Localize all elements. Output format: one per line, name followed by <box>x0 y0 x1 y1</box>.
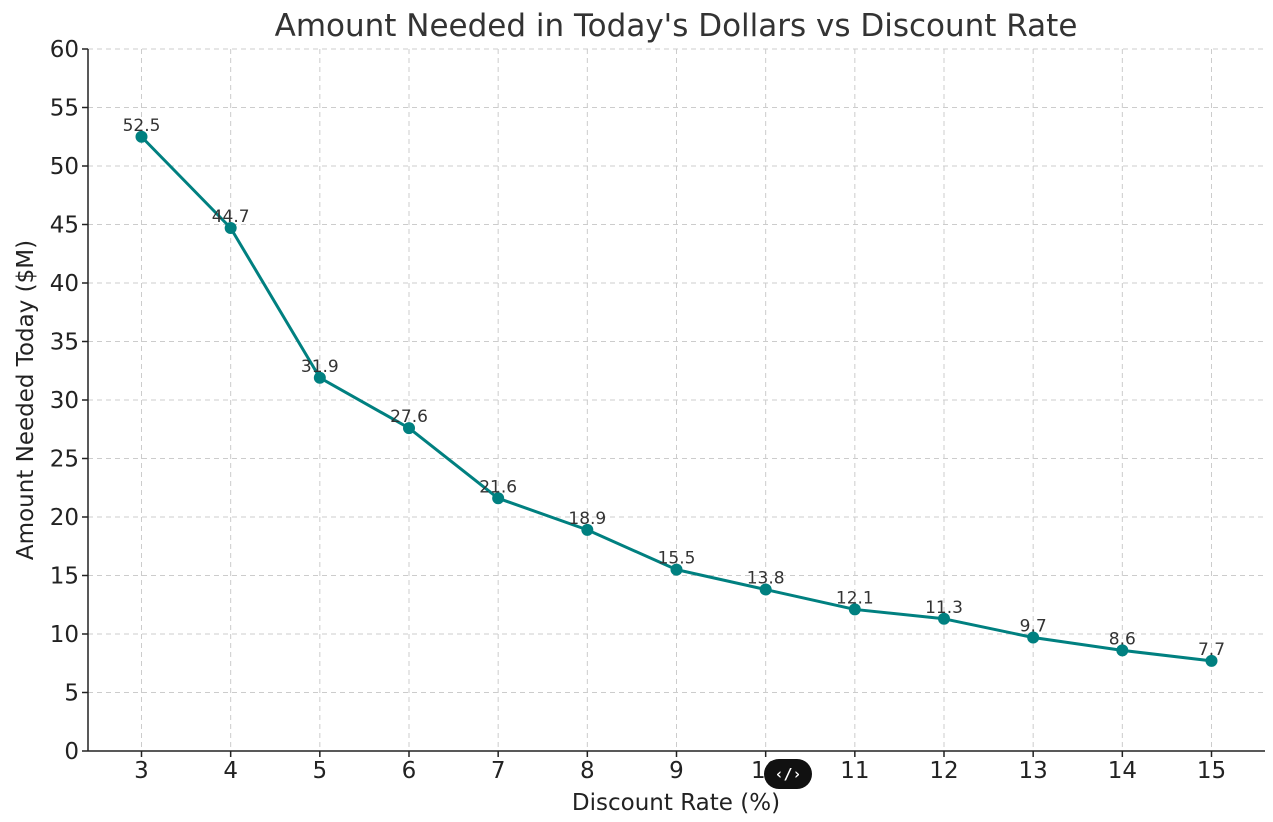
series <box>135 130 1218 667</box>
y-tick-label: 60 <box>50 37 79 63</box>
x-tick-label: 12 <box>929 758 958 784</box>
data-label: 12.1 <box>836 588 874 608</box>
code-badge[interactable]: ‹/› <box>764 759 812 789</box>
y-axis-title: Amount Needed Today ($M) <box>13 240 39 560</box>
data-label: 52.5 <box>123 116 161 136</box>
y-tick-label: 35 <box>50 330 79 356</box>
data-label: 27.6 <box>390 407 428 427</box>
data-point <box>1205 654 1218 667</box>
data-point <box>848 603 861 616</box>
data-point <box>759 583 772 596</box>
x-tick-label: 4 <box>223 758 238 784</box>
x-tick-label: 8 <box>580 758 595 784</box>
y-ticks: 0 5 10 15 20 25 30 35 40 45 50 55 60 <box>50 37 88 765</box>
x-tick-label: 3 <box>134 758 149 784</box>
x-tick-label: 9 <box>669 758 684 784</box>
chart-title: Amount Needed in Today's Dollars vs Disc… <box>275 8 1078 44</box>
data-point <box>1027 631 1040 644</box>
data-point <box>135 130 148 143</box>
data-point <box>313 371 326 384</box>
y-tick-label: 55 <box>50 96 79 122</box>
data-point <box>1116 644 1129 657</box>
y-tick-label: 25 <box>50 447 79 473</box>
data-point <box>403 422 415 435</box>
y-tick-label: 5 <box>64 681 79 707</box>
y-tick-label: 45 <box>50 213 79 239</box>
data-labels: 52.5 44.7 31.9 27.6 21.6 18.9 15.5 13.8 12.1 11.3… <box>123 116 1225 660</box>
data-label: 31.9 <box>301 357 339 377</box>
data-label: 44.7 <box>212 207 250 227</box>
data-label: 11.3 <box>925 598 963 618</box>
y-tick-label: 30 <box>50 388 79 414</box>
data-label: 21.6 <box>479 477 517 497</box>
data-point <box>224 222 237 235</box>
data-point <box>938 612 950 625</box>
x-axis-title: Discount Rate (%) <box>572 790 780 816</box>
x-tick-label: 15 <box>1197 758 1226 784</box>
x-tick-label: 11 <box>840 758 869 784</box>
x-tick-label: 13 <box>1019 758 1048 784</box>
data-label: 7.7 <box>1198 640 1225 660</box>
data-point <box>492 492 505 505</box>
x-tick-label: 6 <box>402 758 417 784</box>
data-point <box>670 563 683 576</box>
data-point <box>581 523 594 536</box>
y-tick-label: 50 <box>50 154 79 180</box>
code-icon: ‹/› <box>774 765 802 783</box>
y-tick-label: 40 <box>50 271 79 297</box>
x-tick-label: 7 <box>491 758 506 784</box>
y-tick-label: 20 <box>50 505 79 531</box>
y-tick-label: 10 <box>50 622 79 648</box>
y-tick-label: 15 <box>50 564 79 590</box>
y-tick-label: 0 <box>64 739 79 765</box>
data-label: 8.6 <box>1109 629 1136 649</box>
x-tick-label: 14 <box>1108 758 1137 784</box>
data-label: 9.7 <box>1020 617 1047 637</box>
data-label: 18.9 <box>568 509 606 529</box>
x-ticks: 3456789101112131415 <box>134 751 1226 784</box>
data-label: 15.5 <box>658 549 696 569</box>
data-label: 13.8 <box>747 569 785 589</box>
x-tick-label: 5 <box>313 758 328 784</box>
